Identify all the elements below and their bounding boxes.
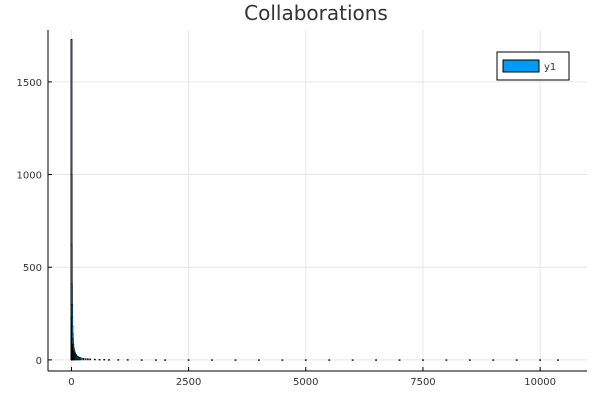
y-tick-label-0: 0	[36, 356, 42, 367]
bar-50	[557, 359, 559, 361]
bar-35	[211, 359, 213, 361]
bar-39	[304, 359, 307, 361]
bar-38	[281, 359, 284, 361]
bar-36	[234, 359, 237, 361]
chart-title: Collaborations	[244, 1, 388, 25]
y-tick-label-2: 1000	[17, 171, 42, 182]
y-tick-label-1: 500	[23, 263, 42, 274]
x-tick-label-4: 10000	[524, 377, 556, 388]
bar-45	[445, 359, 448, 361]
bar-20	[79, 357, 82, 361]
bar-34	[187, 359, 190, 361]
bar-31	[140, 359, 143, 361]
bar-23	[86, 358, 89, 361]
bar-29	[117, 359, 120, 361]
bar-25	[93, 358, 96, 361]
bar-24	[89, 358, 92, 361]
bar-33	[164, 359, 167, 361]
x-tick-label-2: 5000	[293, 377, 318, 388]
bar-30	[126, 359, 129, 361]
legend-label-y1: y1	[544, 62, 556, 73]
bar-42	[375, 359, 377, 361]
bar-47	[492, 359, 495, 361]
y-tick-label-3: 1500	[17, 78, 42, 89]
bar-27	[103, 359, 106, 361]
bar-46	[468, 359, 471, 361]
x-tick-label-1: 2500	[176, 377, 201, 388]
bar-series	[70, 38, 559, 361]
bar-43	[398, 359, 401, 361]
legend-swatch-y1	[502, 59, 540, 73]
grid-lines	[48, 30, 587, 371]
bar-41	[351, 359, 354, 361]
bar-22	[84, 358, 87, 361]
x-tick-label-0: 0	[68, 377, 74, 388]
legend: y1	[496, 51, 570, 81]
bar-26	[98, 359, 101, 361]
x-tick-label-3: 7500	[410, 377, 435, 388]
tick-labels: 0 2500 5000 7500 10000 0 500 1000 1500	[17, 78, 556, 388]
bar-40	[328, 359, 331, 361]
bar-28	[108, 359, 110, 361]
bar-21	[82, 357, 85, 361]
bar-44	[422, 359, 424, 361]
bar-49	[539, 359, 542, 361]
axes	[47, 30, 587, 372]
bar-37	[258, 359, 260, 361]
bar-48	[515, 359, 518, 361]
bar-32	[154, 359, 157, 361]
